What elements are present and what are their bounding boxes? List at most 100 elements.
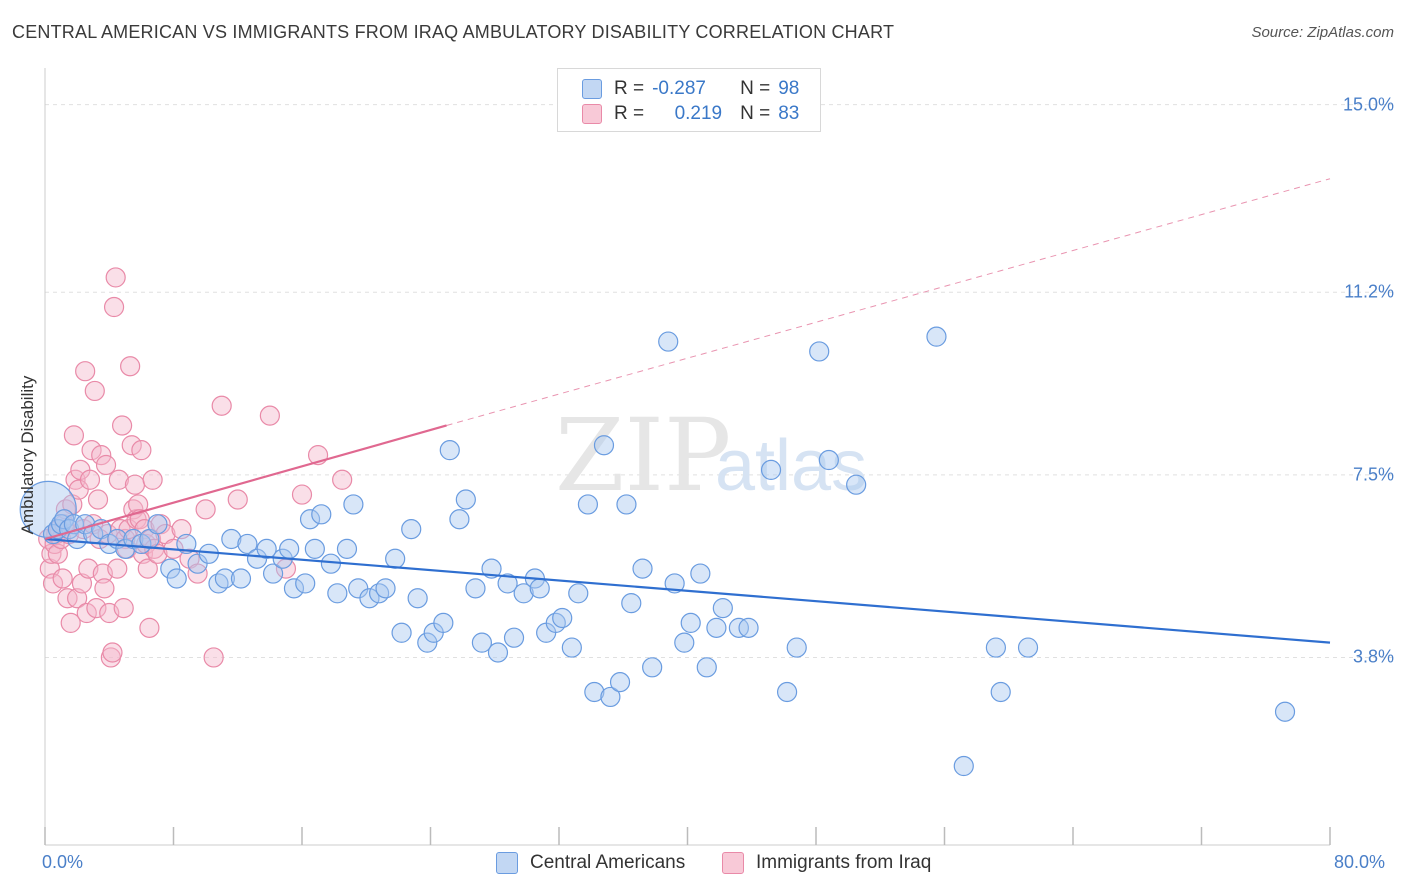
central-american-point — [359, 588, 380, 609]
central-american-point — [299, 509, 321, 530]
iraq-trend — [44, 424, 447, 541]
central-american-point — [513, 583, 534, 604]
central-american-point — [818, 449, 839, 471]
r-label: R = — [614, 103, 645, 124]
iraq-point — [102, 642, 123, 663]
iraq-point — [60, 612, 81, 634]
central-american-point — [401, 519, 422, 540]
legend-central-americans: Central Americans — [496, 852, 685, 874]
iraq-point — [76, 602, 97, 624]
iraq-point — [71, 573, 93, 594]
pink-swatch — [582, 104, 602, 124]
iraq-point — [91, 444, 112, 466]
central-american-series — [19, 326, 1296, 777]
central-american-point — [230, 568, 252, 589]
central-american-point — [166, 568, 187, 589]
legend-row-central-americans: R = -0.287 N = 98 — [582, 77, 799, 101]
central-american-point — [465, 578, 486, 599]
central-american-point — [593, 435, 615, 456]
x-tick-min: 0.0% — [42, 852, 84, 872]
central-american-point — [706, 617, 727, 638]
central-american-point — [690, 563, 711, 584]
iraq-point — [94, 578, 115, 599]
iraq-point — [81, 440, 102, 461]
central-american-point — [295, 573, 316, 594]
iraq-point — [139, 617, 160, 638]
central-american-point — [990, 681, 1011, 703]
central-american-point — [809, 341, 830, 362]
central-american-point — [568, 583, 589, 604]
central-american-point — [846, 474, 867, 495]
iraq-point — [113, 597, 134, 619]
central-american-point — [529, 578, 550, 599]
iraq-point — [63, 425, 85, 446]
iraq-point — [103, 296, 125, 318]
iraq-point — [137, 558, 158, 579]
iraq-point — [108, 469, 129, 490]
legend-label-iraq: Immigrants from Iraq — [756, 852, 932, 873]
central-american-point — [283, 578, 305, 599]
y-tick-label: 11.2% — [1344, 281, 1394, 302]
central-american-point — [642, 657, 663, 678]
central-american-point — [609, 672, 631, 693]
central-american-point — [584, 681, 605, 703]
iraq-point — [86, 597, 107, 619]
iraq-point — [291, 484, 313, 505]
central-american-point — [455, 489, 476, 510]
r-label: R = — [614, 78, 645, 99]
trend-lines — [44, 178, 1331, 644]
iraq-point — [84, 380, 105, 402]
watermark-zip: ZIP — [555, 397, 731, 514]
central-american-point — [237, 533, 258, 555]
n-label: N = — [740, 103, 771, 124]
central-american-point — [214, 568, 235, 589]
iraq-trend-extension — [446, 178, 1331, 426]
iraq-point — [131, 440, 152, 461]
iraq-point — [95, 454, 117, 476]
central-american-point — [449, 509, 470, 530]
r-value: -0.287 — [652, 78, 706, 99]
central-american-point — [712, 597, 733, 619]
axes — [44, 68, 1331, 846]
central-american-point — [1274, 701, 1296, 722]
iraq-series — [38, 267, 353, 668]
central-american-point — [327, 583, 348, 604]
central-american-point — [786, 637, 807, 658]
watermark-atlas: atlas — [715, 426, 867, 506]
source-label: Source: ZipAtlas.com — [1251, 24, 1394, 41]
central-american-point — [658, 331, 679, 352]
central-american-point — [680, 612, 701, 634]
legend-label-central-americans: Central Americans — [530, 852, 686, 873]
central-american-point — [311, 504, 332, 525]
iraq-point — [259, 405, 280, 426]
iraq-point — [195, 499, 216, 520]
iraq-point — [52, 568, 73, 589]
central-american-point — [385, 548, 406, 569]
central-american-point — [407, 588, 428, 609]
central-american-point — [304, 538, 325, 559]
iraq-point — [79, 469, 101, 490]
blue-legend-swatch — [496, 852, 518, 874]
central-american-point — [621, 593, 642, 614]
central-american-point — [262, 563, 284, 584]
central-american-point — [600, 686, 621, 708]
central-american-point — [577, 494, 599, 515]
central-american-point — [417, 632, 438, 653]
legend-row-iraq: R = 0.219 N = 83 — [582, 102, 799, 126]
central-american-point — [696, 657, 717, 678]
iraq-point — [42, 573, 64, 594]
central-american-point — [1017, 637, 1039, 658]
iraq-point — [211, 395, 232, 416]
central-american-point — [561, 637, 582, 658]
n-value: 98 — [778, 78, 800, 99]
y-tick-label: 15.0% — [1342, 94, 1394, 115]
central-american-point — [664, 573, 685, 594]
pink-legend-swatch — [722, 852, 744, 874]
stats-legend: R = -0.287 N = 98 R = 0.219 N = 83 — [557, 68, 821, 132]
x-tick-max: 80.0% — [1334, 852, 1386, 872]
central-american-point — [487, 642, 509, 663]
central-american-point — [343, 494, 364, 515]
iraq-point — [87, 489, 109, 510]
central-american-point — [497, 573, 518, 594]
